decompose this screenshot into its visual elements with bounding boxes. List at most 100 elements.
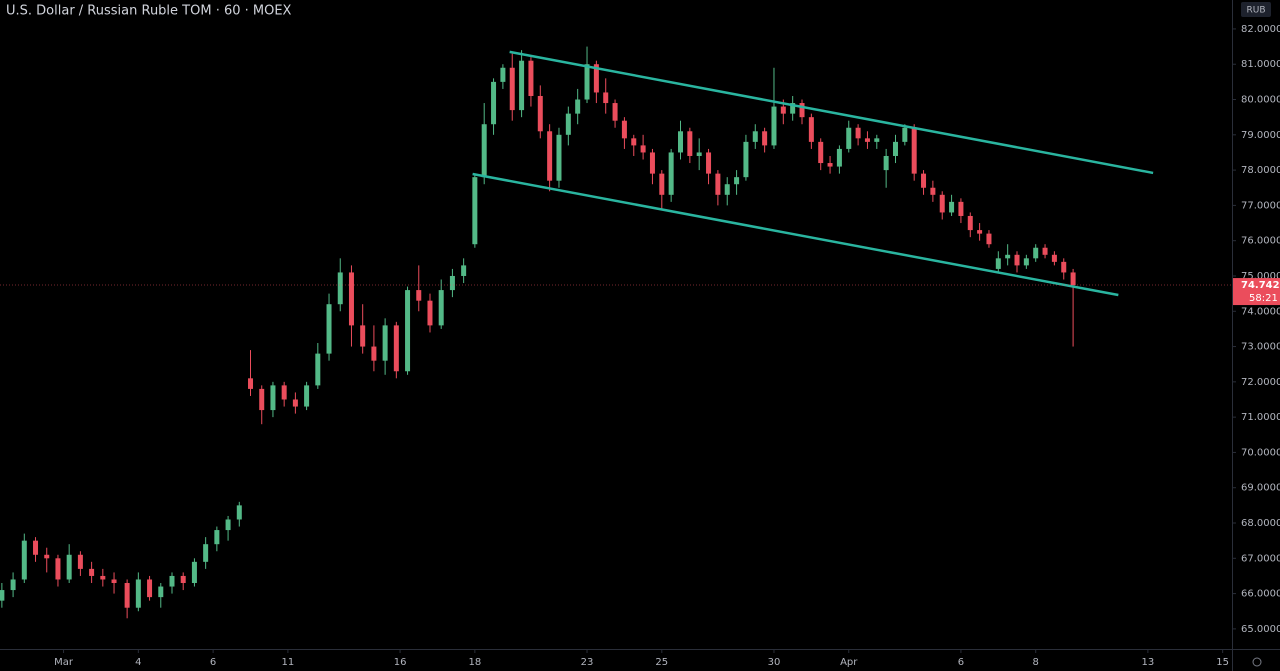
candle-body bbox=[631, 138, 637, 146]
trend-line bbox=[472, 172, 1119, 297]
y-tick-label: 80.0000 bbox=[1241, 95, 1280, 106]
candle-body bbox=[77, 554, 83, 569]
y-tick-label: 66.0000 bbox=[1241, 589, 1280, 600]
candle-body bbox=[509, 67, 515, 111]
x-tick-label: 6 bbox=[958, 657, 964, 668]
candle-body bbox=[846, 127, 852, 149]
candle-body bbox=[180, 575, 186, 584]
candle-body bbox=[449, 275, 455, 291]
x-tick-label: 23 bbox=[581, 657, 594, 668]
candle-body bbox=[304, 385, 310, 407]
candle-body bbox=[734, 177, 740, 185]
candle-body bbox=[836, 148, 842, 167]
candle-body bbox=[371, 346, 377, 361]
y-tick-label: 69.0000 bbox=[1241, 483, 1280, 494]
candle-body bbox=[649, 152, 655, 174]
candle-body bbox=[1061, 261, 1067, 273]
currency-label: RUB bbox=[1246, 6, 1265, 16]
candle-body bbox=[818, 141, 824, 164]
candle-body bbox=[696, 152, 702, 156]
candle-body bbox=[537, 95, 543, 132]
candle-body bbox=[21, 540, 27, 580]
y-tick-label: 75.0000 bbox=[1241, 271, 1280, 282]
y-tick-label: 78.0000 bbox=[1241, 165, 1280, 176]
currency-badge[interactable] bbox=[1241, 2, 1271, 17]
candle-body bbox=[715, 173, 721, 195]
candle-body bbox=[706, 152, 712, 174]
x-tick-label: 25 bbox=[655, 657, 668, 668]
candle-body bbox=[111, 579, 117, 584]
candle-body bbox=[169, 575, 175, 587]
y-tick-label: 73.0000 bbox=[1241, 342, 1280, 353]
candle-body bbox=[124, 583, 130, 608]
candle-body bbox=[771, 106, 777, 146]
y-tick-label: 70.0000 bbox=[1241, 447, 1280, 458]
y-tick-label: 65.0000 bbox=[1241, 624, 1280, 635]
candle-body bbox=[565, 113, 571, 135]
candle-body bbox=[855, 127, 861, 139]
candle-body bbox=[337, 272, 343, 305]
candle-body bbox=[382, 325, 388, 361]
candle-body bbox=[1070, 272, 1076, 286]
candle-body bbox=[799, 103, 805, 118]
candle-body bbox=[743, 141, 749, 178]
countdown-label: 58:21 bbox=[1249, 293, 1278, 304]
candle-body bbox=[472, 177, 478, 245]
x-tick-label: 30 bbox=[768, 657, 781, 668]
x-tick-label: Mar bbox=[54, 657, 74, 668]
candle-body bbox=[911, 127, 917, 174]
candle-body bbox=[315, 353, 321, 386]
candle-body bbox=[225, 519, 231, 531]
y-tick-label: 67.0000 bbox=[1241, 553, 1280, 564]
candle-body bbox=[808, 117, 814, 142]
candle-body bbox=[270, 385, 276, 411]
candle-body bbox=[668, 152, 674, 195]
candle-body bbox=[827, 163, 833, 167]
candle-body bbox=[958, 201, 964, 216]
x-tick-label: 8 bbox=[1033, 657, 1039, 668]
candle-body bbox=[575, 99, 581, 114]
trend-line bbox=[509, 50, 1154, 175]
y-tick-label: 71.0000 bbox=[1241, 412, 1280, 423]
candle-body bbox=[491, 81, 497, 125]
candle-body bbox=[930, 187, 936, 195]
candle-body bbox=[593, 64, 599, 93]
candle-body bbox=[66, 554, 72, 580]
chart-title: U.S. Dollar / Russian Ruble TOM · 60 · M… bbox=[6, 4, 292, 19]
candle-body bbox=[1014, 254, 1020, 266]
candle-body bbox=[986, 233, 992, 245]
candle-body bbox=[621, 120, 627, 139]
y-tick-label: 82.0000 bbox=[1241, 24, 1280, 35]
x-tick-label: 11 bbox=[282, 657, 295, 668]
x-tick-label: Apr bbox=[840, 657, 858, 668]
candle-body bbox=[995, 258, 1001, 269]
candle-body bbox=[659, 173, 665, 195]
candle-body bbox=[248, 378, 254, 389]
candle-body bbox=[500, 67, 506, 82]
candle-body bbox=[780, 106, 786, 114]
x-tick-label: 18 bbox=[468, 657, 481, 668]
candle-body bbox=[326, 304, 332, 354]
candle-body bbox=[281, 385, 287, 400]
y-tick-label: 74.0000 bbox=[1241, 306, 1280, 317]
candle-body bbox=[405, 290, 411, 372]
settings-icon[interactable] bbox=[1252, 657, 1262, 667]
last-price-badge bbox=[1233, 278, 1280, 306]
candle-body bbox=[939, 194, 945, 213]
y-tick-label: 77.0000 bbox=[1241, 200, 1280, 211]
y-tick-label: 76.0000 bbox=[1241, 236, 1280, 247]
candle-body bbox=[556, 134, 562, 181]
candle-body bbox=[874, 138, 880, 142]
candle-body bbox=[427, 300, 433, 326]
candle-body bbox=[752, 131, 758, 142]
candle-body bbox=[640, 145, 646, 153]
candle-body bbox=[949, 201, 955, 213]
candle-body bbox=[967, 215, 973, 231]
y-tick-label: 68.0000 bbox=[1241, 518, 1280, 529]
candle-body bbox=[360, 325, 366, 347]
x-tick-label: 16 bbox=[394, 657, 407, 668]
candle-body bbox=[1033, 247, 1039, 259]
